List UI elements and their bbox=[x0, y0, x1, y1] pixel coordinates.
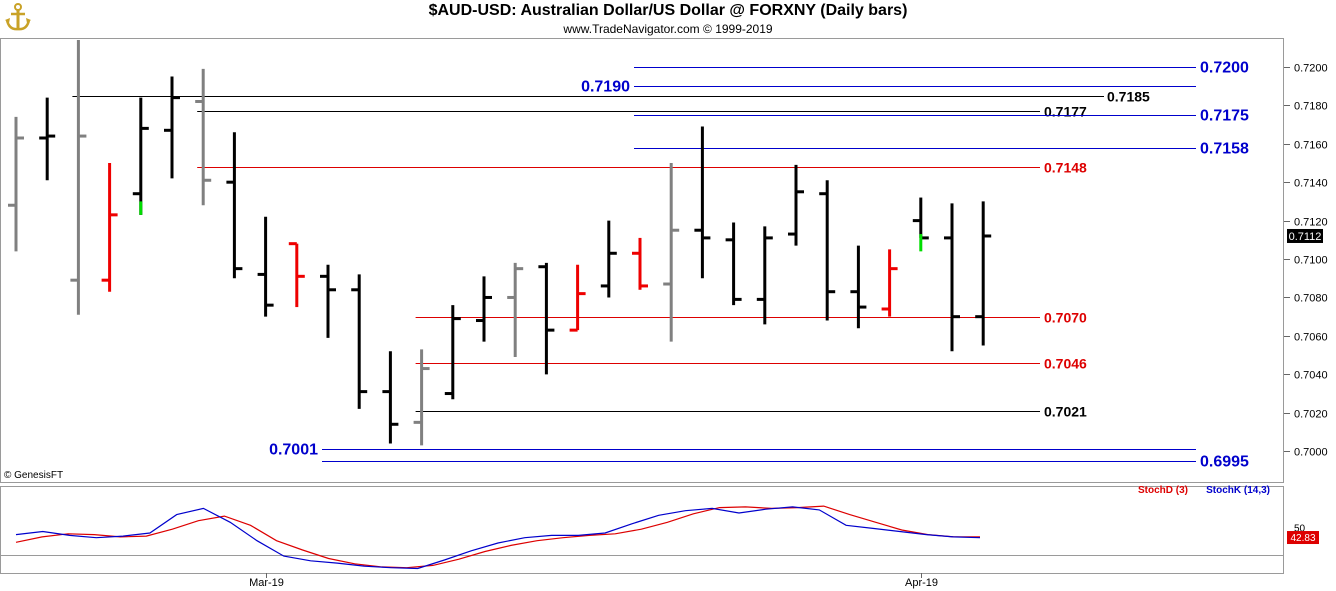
y-tick-label: 0.7140 bbox=[1294, 178, 1328, 190]
level-label: 0.7175 bbox=[1200, 108, 1249, 125]
stoch-d-legend: StochD (3) bbox=[1138, 485, 1188, 496]
chart-subtitle: www.TradeNavigator.com © 1999-2019 bbox=[563, 22, 773, 36]
date-x-axis: Mar-19 Apr-19 bbox=[249, 573, 938, 589]
y-tick-label: 0.7180 bbox=[1294, 101, 1328, 113]
y-tick-label: 0.7200 bbox=[1294, 63, 1328, 75]
last-price-box bbox=[1287, 228, 1323, 243]
y-tick-label: 0.7040 bbox=[1294, 370, 1328, 382]
y-tick-label: 0.7100 bbox=[1294, 255, 1328, 267]
ohlc-bars bbox=[8, 40, 992, 446]
level-label: 0.7148 bbox=[1044, 160, 1087, 176]
y-tick-label: 0.7080 bbox=[1294, 293, 1328, 305]
level-label: 0.6995 bbox=[1200, 454, 1249, 471]
y-tick-label: 0.7060 bbox=[1294, 332, 1328, 344]
level-label: 0.7190 bbox=[581, 79, 630, 96]
price-panel bbox=[0, 38, 1284, 483]
x-tick-label: Apr-19 bbox=[905, 577, 938, 589]
credit-label: © GenesisFT bbox=[4, 470, 63, 481]
level-label: 0.7200 bbox=[1200, 60, 1249, 77]
level-label: 0.7177 bbox=[1044, 104, 1087, 120]
support-resistance-levels: 0.7200 0.7190 0.7185 0.7177 0.7175 0.7158 0.71… bbox=[72, 60, 1249, 471]
x-tick-label: Mar-19 bbox=[249, 577, 284, 589]
stoch-series-line bbox=[15, 506, 981, 570]
price-y-axis: 0.7200 0.7180 0.7160 0.7140 0.7120 0.7100 0.70… bbox=[1284, 63, 1328, 459]
chart-title: $AUD-USD: Australian Dollar/US Dollar @ … bbox=[428, 2, 908, 19]
stoch-last-box bbox=[1287, 531, 1319, 545]
y-tick-label: 0.7000 bbox=[1294, 447, 1328, 459]
level-label: 0.7021 bbox=[1044, 404, 1087, 420]
level-label: 0.7070 bbox=[1044, 310, 1087, 326]
stoch-y-tick-label: 50 bbox=[1294, 524, 1306, 535]
stoch-k-legend: StochK (14,3) bbox=[1206, 485, 1270, 496]
y-tick-label: 0.7020 bbox=[1294, 409, 1328, 421]
y-tick-label: 0.7120 bbox=[1294, 217, 1328, 229]
stoch-series-line bbox=[15, 505, 980, 569]
anchor-logo-icon bbox=[4, 2, 32, 37]
level-label: 0.7185 bbox=[1107, 89, 1150, 105]
level-label: 0.7046 bbox=[1044, 356, 1087, 372]
last-price-label: 0.7112 bbox=[1289, 231, 1322, 243]
chart-header: $AUD-USD: Australian Dollar/US Dollar @ … bbox=[0, 0, 1336, 38]
level-label: 0.7001 bbox=[269, 442, 318, 459]
y-tick-label: 0.7160 bbox=[1294, 140, 1328, 152]
indicator-panel bbox=[0, 486, 1284, 574]
level-label: 0.7158 bbox=[1200, 141, 1249, 158]
stoch-last-label: 42.83 bbox=[1290, 533, 1315, 544]
